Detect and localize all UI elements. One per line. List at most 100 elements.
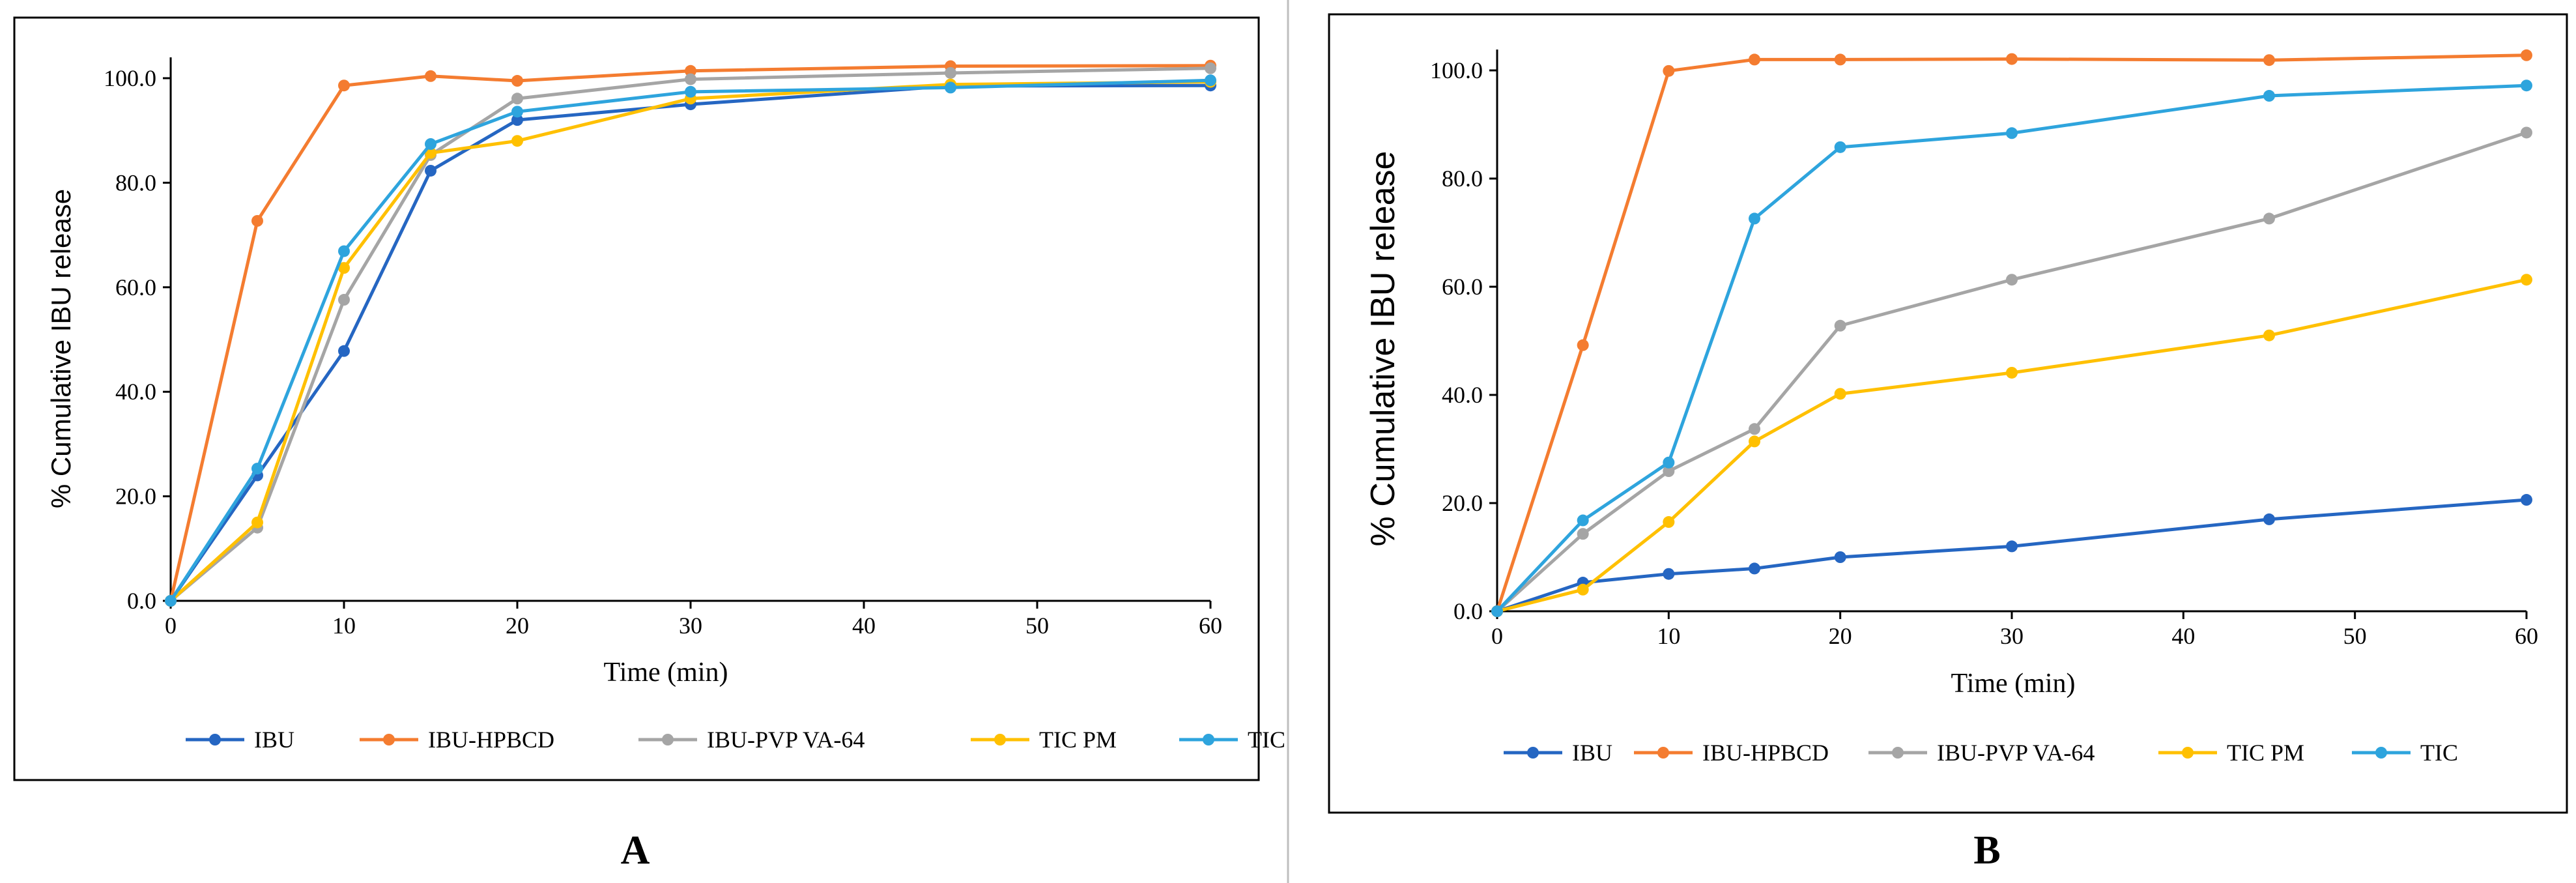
data-point-ibu-hpbcd-b xyxy=(1663,65,1675,77)
data-point-ibu-pvp-va-64-a xyxy=(685,73,696,85)
chart-frame-a xyxy=(13,16,1260,781)
data-point-tic-b xyxy=(1834,141,1846,153)
legend-marker-ibu xyxy=(1527,747,1539,759)
data-point-tic-pm-b xyxy=(1663,516,1675,528)
legend-a: IBU IBU-HPBCD IBU-PVP VA-64 TIC PM TIC xyxy=(186,727,1285,753)
data-point-tic-pm-b xyxy=(1834,388,1846,400)
x-axis-title-a: Time (min) xyxy=(604,658,728,688)
data-point-tic-a xyxy=(1205,74,1216,87)
series-line-ibu-hpbcd-b xyxy=(1495,53,2527,612)
legend-marker-ibu xyxy=(209,734,221,745)
data-point-tic-pm-b xyxy=(2006,366,2018,379)
data-point-ibu-a xyxy=(511,114,523,126)
x-axis-title-b: Time (min) xyxy=(1951,669,2076,699)
x-tick-label-b: 0 xyxy=(1491,623,1503,649)
data-point-tic-a xyxy=(425,138,436,151)
data-point-ibu-hpbcd-b xyxy=(1577,339,1589,351)
legend-marker-tic xyxy=(1203,734,1214,745)
data-point-tic-a xyxy=(945,81,956,94)
panel-label-a: A xyxy=(621,828,650,873)
data-point-ibu-pvp-va-64-b xyxy=(2006,274,2018,286)
x-tick-label-b: 10 xyxy=(1657,623,1680,649)
legend-marker-ibu-hpbcd xyxy=(1657,747,1669,759)
x-tick-label-b: 30 xyxy=(2000,623,2024,649)
data-point-tic-pm-a xyxy=(251,516,263,528)
data-point-ibu-hpbcd-a xyxy=(251,214,263,227)
series-line-ibu-pvp-va-64-b xyxy=(1496,131,2527,613)
x-tick-label-b: 50 xyxy=(2343,623,2367,649)
data-point-ibu-pvp-va-64-b xyxy=(1577,528,1589,540)
x-tick-label-b: 60 xyxy=(2515,623,2538,649)
x-tick-label-a: 50 xyxy=(1025,613,1049,639)
x-tick-label-a: 20 xyxy=(506,613,529,639)
legend-label-ibu-hpbcd: IBU-HPBCD xyxy=(428,727,554,753)
series-line-tic-pm-b xyxy=(1496,278,2527,613)
x-tick-label-a: 0 xyxy=(165,613,177,639)
y-tick-label-a: 0.0 xyxy=(127,588,156,614)
series-line-tic-a xyxy=(169,78,1211,602)
panel-label-b: B xyxy=(1973,828,2000,873)
data-point-tic-pm-b xyxy=(2263,329,2275,341)
legend-marker-ibu-pvp-va-64 xyxy=(1892,747,1904,759)
data-point-ibu-b xyxy=(2006,540,2018,553)
y-tick-label-a: 100.0 xyxy=(104,65,156,91)
data-point-ibu-hpbcd-b xyxy=(1834,53,1846,66)
data-point-tic-pm-a xyxy=(511,135,523,147)
x-tick-label-b: 20 xyxy=(1829,623,1852,649)
data-point-ibu-pvp-va-64-a xyxy=(511,93,523,105)
data-point-ibu-pvp-va-64-a xyxy=(945,66,956,79)
data-point-tic-b xyxy=(2263,90,2275,102)
y-tick-label-a: 40.0 xyxy=(115,379,156,405)
panel-b: 0 10 20 30 40 50 60 0.0 20.0 40.0 60.0 80.0 100.0 % … xyxy=(1328,13,2568,873)
legend-label-tic-pm: TIC PM xyxy=(2227,740,2304,766)
y-tick-label-b: 0.0 xyxy=(1453,598,1483,624)
y-tick-label-b: 40.0 xyxy=(1442,382,1483,408)
data-point-tic-b xyxy=(2521,80,2532,92)
panel-a: 0 10 20 30 40 50 60 0.0 20.0 40.0 60.0 80.0 100.0 % … xyxy=(13,16,1285,873)
plot-area-a: 0 10 20 30 40 50 60 0.0 20.0 40.0 60.0 80.0 100.0 xyxy=(104,57,1222,639)
data-point-ibu-pvp-va-64-b xyxy=(1663,465,1675,478)
y-tick-label-b: 20.0 xyxy=(1442,490,1483,516)
data-point-ibu-pvp-va-64-b xyxy=(2521,126,2532,139)
plot-area-b: 0 10 20 30 40 50 60 0.0 20.0 40.0 60.0 80.0 100.0 xyxy=(1430,49,2538,649)
series-line-ibu-b xyxy=(1496,498,2527,613)
data-point-ibu-hpbcd-b xyxy=(1749,53,1760,66)
data-point-tic-a xyxy=(511,106,523,118)
data-point-ibu-hpbcd-a xyxy=(338,80,350,92)
data-point-tic-b xyxy=(1663,456,1675,469)
data-point-tic-b xyxy=(1749,212,1760,225)
y-tick-label-b: 60.0 xyxy=(1442,274,1483,300)
data-point-ibu-b xyxy=(2263,513,2275,525)
series-line-tic-b xyxy=(1496,83,2527,613)
data-point-tic-a xyxy=(338,245,350,257)
y-tick-label-b: 80.0 xyxy=(1442,166,1483,192)
data-point-ibu-pvp-va-64-b xyxy=(1749,423,1760,435)
data-point-tic-pm-b xyxy=(1749,435,1760,448)
legend-label-tic-pm: TIC PM xyxy=(1039,727,1117,753)
data-point-tic-a xyxy=(251,463,263,475)
legend-label-ibu-pvp-va-64: IBU-PVP VA-64 xyxy=(707,727,865,753)
data-point-ibu-hpbcd-b xyxy=(2006,53,2018,65)
legend-marker-ibu-hpbcd xyxy=(383,734,395,745)
legend-label-ibu-pvp-va-64: IBU-PVP VA-64 xyxy=(1937,740,2095,766)
data-point-ibu-pvp-va-64-a xyxy=(1205,62,1216,74)
legend-b: IBU IBU-HPBCD IBU-PVP VA-64 TIC PM TIC xyxy=(1504,740,2458,766)
legend-label-ibu-hpbcd: IBU-HPBCD xyxy=(1702,740,1829,766)
legend-label-ibu: IBU xyxy=(1572,740,1612,766)
legend-label-ibu: IBU xyxy=(254,727,294,753)
data-point-tic-b xyxy=(2006,127,2018,139)
data-point-ibu-hpbcd-a xyxy=(511,75,523,87)
data-point-ibu-hpbcd-b xyxy=(2521,49,2532,61)
x-tick-label-b: 40 xyxy=(2171,623,2195,649)
data-point-tic-a xyxy=(685,85,696,98)
y-tick-label-b: 100.0 xyxy=(1430,57,1483,83)
data-point-ibu-b xyxy=(2521,494,2532,506)
data-point-tic-a xyxy=(165,595,177,607)
data-point-ibu-b xyxy=(1834,551,1846,563)
legend-marker-tic xyxy=(2375,747,2387,759)
x-tick-label-a: 10 xyxy=(332,613,356,639)
data-point-ibu-a xyxy=(338,345,350,357)
data-point-ibu-hpbcd-a xyxy=(685,65,696,77)
legend-label-tic: TIC xyxy=(2420,740,2458,766)
y-tick-label-a: 60.0 xyxy=(115,274,156,300)
